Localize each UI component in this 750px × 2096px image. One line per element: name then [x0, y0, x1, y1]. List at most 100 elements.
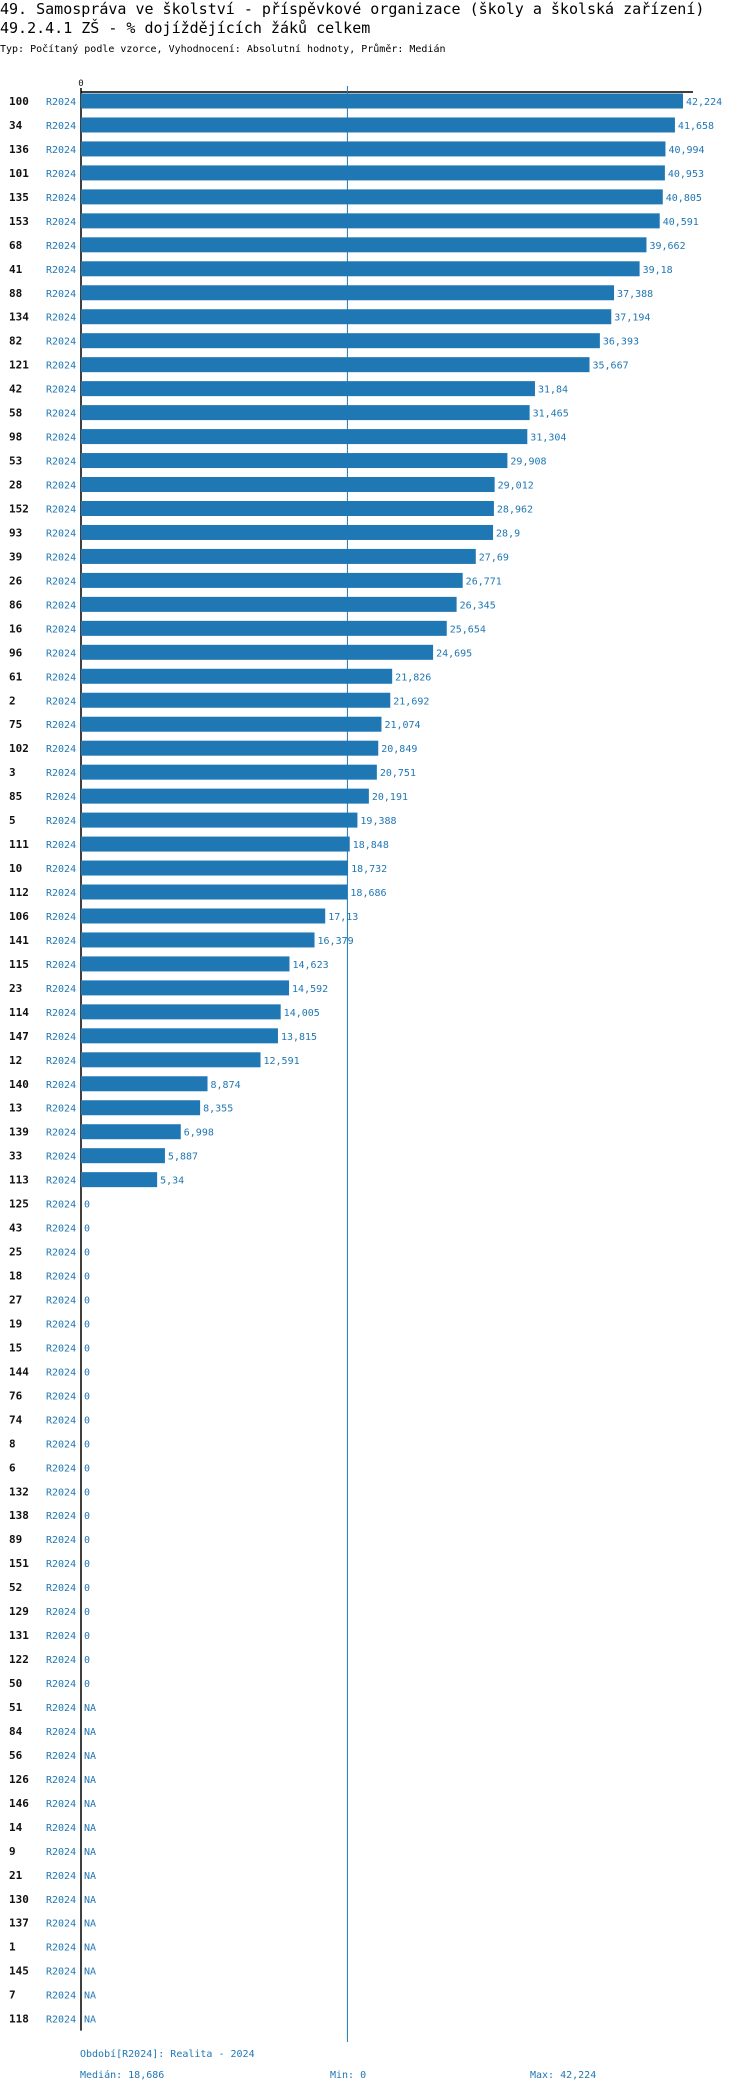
bar	[81, 309, 612, 325]
value-label: 0	[84, 1535, 90, 1546]
series-label: R2024	[46, 576, 76, 587]
series-label: R2024	[46, 912, 76, 923]
value-label: 0	[84, 1200, 90, 1211]
series-label: R2024	[46, 1367, 76, 1378]
value-label: 17,13	[328, 912, 358, 923]
chart-title: 49. Samospráva ve školství - příspěvkové…	[0, 0, 705, 18]
value-label: 14,592	[292, 984, 328, 995]
value-label: 8,874	[211, 1080, 241, 1091]
row-id-label: 43	[9, 1222, 22, 1235]
bar	[81, 644, 434, 660]
series-label: R2024	[46, 1919, 76, 1930]
bar	[81, 93, 683, 109]
row-id-label: 89	[9, 1533, 22, 1546]
row-id-label: 102	[9, 742, 29, 755]
series-label: R2024	[46, 1631, 76, 1642]
series-label: R2024	[46, 265, 76, 276]
value-label: NA	[84, 1871, 96, 1882]
value-label: 0	[84, 1343, 90, 1354]
row-id-label: 115	[9, 958, 29, 971]
bar	[81, 429, 528, 445]
value-label: 0	[84, 1679, 90, 1690]
value-label: 35,667	[593, 361, 629, 372]
series-label: R2024	[46, 145, 76, 156]
row-id-label: 56	[9, 1749, 23, 1762]
series-label: R2024	[46, 768, 76, 779]
row-id-label: 153	[9, 215, 29, 228]
bar	[81, 285, 615, 301]
series-label: R2024	[46, 600, 76, 611]
value-label: 0	[84, 1319, 90, 1330]
value-label: 0	[84, 1655, 90, 1666]
value-label: 20,751	[380, 768, 416, 779]
row-id-label: 86	[9, 598, 23, 611]
row-id-label: 53	[9, 455, 22, 468]
bar	[81, 237, 647, 253]
series-label: R2024	[46, 1080, 76, 1091]
value-label: 40,591	[663, 217, 699, 228]
value-label: 24,695	[436, 648, 472, 659]
value-label: 13,815	[281, 1032, 317, 1043]
bar	[81, 165, 665, 181]
series-label: R2024	[46, 337, 76, 348]
row-id-label: 25	[9, 1246, 22, 1259]
bar	[81, 836, 350, 852]
series-label: R2024	[46, 816, 76, 827]
series-label: R2024	[46, 528, 76, 539]
series-label: R2024	[46, 1391, 76, 1402]
value-label: NA	[84, 1967, 96, 1978]
bar	[81, 1148, 165, 1164]
value-label: 27,69	[479, 552, 509, 563]
bar	[81, 333, 600, 349]
value-label: 31,84	[538, 385, 568, 396]
series-label: R2024	[46, 1104, 76, 1115]
series-label: R2024	[46, 1224, 76, 1235]
row-id-label: 21	[9, 1869, 23, 1882]
row-id-label: 39	[9, 550, 22, 563]
value-label: 16,379	[318, 936, 354, 947]
value-label: 0	[84, 1224, 90, 1235]
series-label: R2024	[46, 1823, 76, 1834]
row-id-label: 151	[9, 1557, 29, 1570]
series-label: R2024	[46, 1128, 76, 1139]
series-label: R2024	[46, 1319, 76, 1330]
bar	[81, 932, 315, 948]
bar	[81, 189, 663, 205]
series-label: R2024	[46, 504, 76, 515]
value-label: 0	[84, 1559, 90, 1570]
series-label: R2024	[46, 1799, 76, 1810]
value-label: 5,34	[160, 1176, 184, 1187]
series-label: R2024	[46, 744, 76, 755]
value-label: 28,962	[497, 504, 533, 515]
series-label: R2024	[46, 984, 76, 995]
row-id-label: 126	[9, 1773, 29, 1786]
bar	[81, 357, 590, 373]
row-id-label: 41	[9, 263, 23, 276]
value-label: 0	[84, 1583, 90, 1594]
value-label: 0	[84, 1487, 90, 1498]
bar	[81, 1124, 181, 1140]
value-label: 19,388	[360, 816, 396, 827]
series-label: R2024	[46, 936, 76, 947]
row-id-label: 122	[9, 1653, 29, 1666]
value-label: 37,388	[617, 289, 653, 300]
row-id-label: 101	[9, 167, 29, 180]
bar	[81, 908, 326, 924]
series-label: R2024	[46, 1343, 76, 1354]
value-label: 39,662	[649, 241, 685, 252]
row-id-label: 3	[9, 766, 16, 779]
bar	[81, 477, 495, 493]
series-label: R2024	[46, 433, 76, 444]
series-label: R2024	[46, 97, 76, 108]
bar	[81, 956, 290, 972]
bar	[81, 692, 391, 708]
series-label: R2024	[46, 624, 76, 635]
row-id-label: 10	[9, 862, 22, 875]
series-label: R2024	[46, 1176, 76, 1187]
row-id-label: 111	[9, 838, 29, 851]
value-label: NA	[84, 1991, 96, 2002]
series-label: R2024	[46, 457, 76, 468]
series-label: R2024	[46, 720, 76, 731]
series-label: R2024	[46, 1679, 76, 1690]
